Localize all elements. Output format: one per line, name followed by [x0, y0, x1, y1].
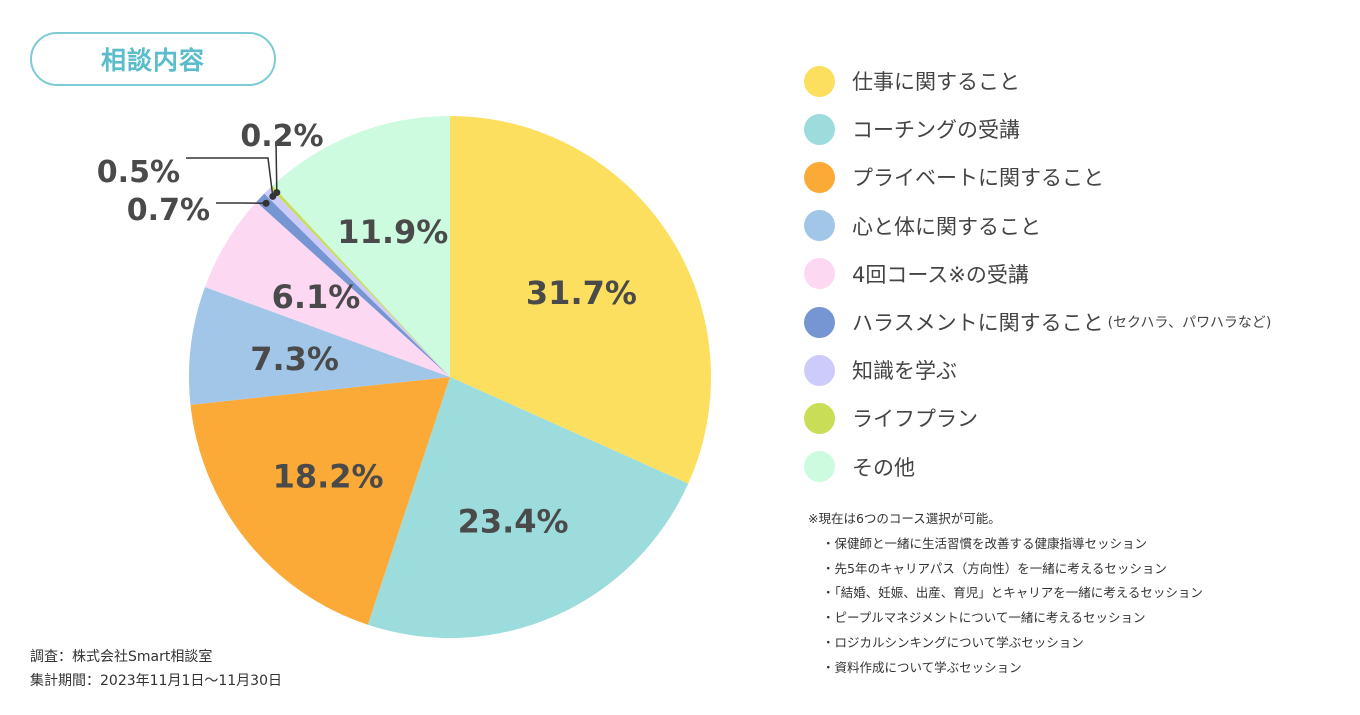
- legend-label: 仕事に関すること: [852, 70, 1020, 95]
- slice-value-label: 0.5%: [97, 155, 180, 190]
- legend: 仕事に関すること コーチングの受講プライベートに関すること 心と体に関すること 4回コ…: [804, 57, 1271, 491]
- pie-slice: [270, 185, 450, 377]
- pie-chart: 31.7% 23.4% 18.2% 7.3% 6.1% 0.7%0.5% 0.2% 11.9%: [97, 116, 711, 638]
- legend-swatch: [804, 402, 835, 434]
- chart-title: 相談内容: [30, 32, 276, 86]
- slice-value-label: 23.4%: [458, 502, 569, 540]
- footnote-heading: ※現在は6つのコース選択が可能。: [808, 511, 1001, 526]
- slice-value-label: 6.1%: [272, 278, 361, 316]
- legend-label: ハラスメントに関すること: [852, 311, 1104, 336]
- slice-value-label: 7.3%: [250, 340, 339, 378]
- legend-item: プライベートに関すること: [804, 153, 1271, 201]
- pie-slice: [450, 116, 711, 484]
- legend-swatch: [804, 65, 835, 97]
- pie-slice: [189, 287, 450, 405]
- slice-value-label: 18.2%: [273, 457, 384, 495]
- legend-swatch: [804, 258, 835, 290]
- legend-label: 心と体に関すること: [852, 214, 1041, 239]
- slice-value-label: 0.7%: [127, 193, 210, 228]
- legend-swatch: [804, 451, 835, 483]
- legend-item: 心と体に関すること: [804, 202, 1271, 250]
- footnote: ※現在は6つのコース選択が可能。 保健師と一緒に生活習慣を改善する健康指導セッシ…: [808, 507, 1203, 681]
- legend-label: ライフプラン: [852, 407, 978, 432]
- legend-swatch: [804, 161, 835, 193]
- callout-line: [275, 141, 278, 193]
- legend-item: その他: [804, 443, 1271, 491]
- legend-item: ハラスメントに関すること (セクハラ、パワハラなど): [804, 298, 1271, 346]
- legend-label: その他: [852, 455, 915, 480]
- legend-item: コーチングの受講: [804, 105, 1271, 153]
- footnote-item: 「結婚、妊娠、出産、育児」とキャリアを一緒に考えるセッション: [822, 581, 1203, 606]
- legend-item: 知識を学ぶ: [804, 346, 1271, 394]
- footnote-item: 保健師と一緒に生活習慣を改善する健康指導セッション: [822, 532, 1203, 557]
- legend-label: プライベートに関すること: [852, 166, 1104, 191]
- legend-item: 仕事に関すること: [804, 57, 1271, 105]
- footnote-item: 先5年のキャリアパス（方向性）を一緒に考えるセッション: [822, 557, 1203, 582]
- legend-swatch: [804, 113, 835, 145]
- legend-item: 4回コース※の受講: [804, 250, 1271, 298]
- legend-swatch: [804, 354, 835, 386]
- source-info: 調査：株式会社Smart相談室 集計期間：2023年11月1日〜11月30日: [30, 645, 282, 693]
- footnote-item: ピープルマネジメントについて一緒に考えるセッション: [822, 606, 1203, 631]
- callout-line: [186, 157, 274, 197]
- slice-value-label: 31.7%: [526, 274, 637, 312]
- footnote-item: ロジカルシンキングについて学ぶセッション: [822, 631, 1203, 656]
- survey-period: 集計期間：2023年11月1日〜11月30日: [30, 673, 282, 689]
- slice-value-label: 0.2%: [240, 119, 323, 154]
- legend-label: コーチングの受講: [852, 118, 1020, 143]
- pie-slice: [367, 377, 689, 638]
- legend-item: ライフプラン: [804, 394, 1271, 442]
- pie-slice: [256, 193, 450, 377]
- survey-source: 調査：株式会社Smart相談室: [30, 649, 213, 665]
- footnote-item: 資料作成について学ぶセッション: [822, 656, 1203, 681]
- pie-slice: [204, 201, 450, 377]
- footnote-list: 保健師と一緒に生活習慣を改善する健康指導セッション先5年のキャリアパス（方向性）…: [808, 532, 1203, 681]
- legend-swatch: [804, 306, 835, 338]
- pie-slice: [264, 187, 450, 377]
- legend-label: 4回コース※の受講: [852, 262, 1029, 287]
- legend-swatch: [804, 210, 835, 242]
- legend-label: 知識を学ぶ: [852, 359, 957, 384]
- legend-note: (セクハラ、パワハラなど): [1107, 315, 1272, 332]
- pie-slice: [190, 377, 450, 625]
- pie-slice: [272, 116, 450, 377]
- slice-value-label: 11.9%: [337, 213, 448, 251]
